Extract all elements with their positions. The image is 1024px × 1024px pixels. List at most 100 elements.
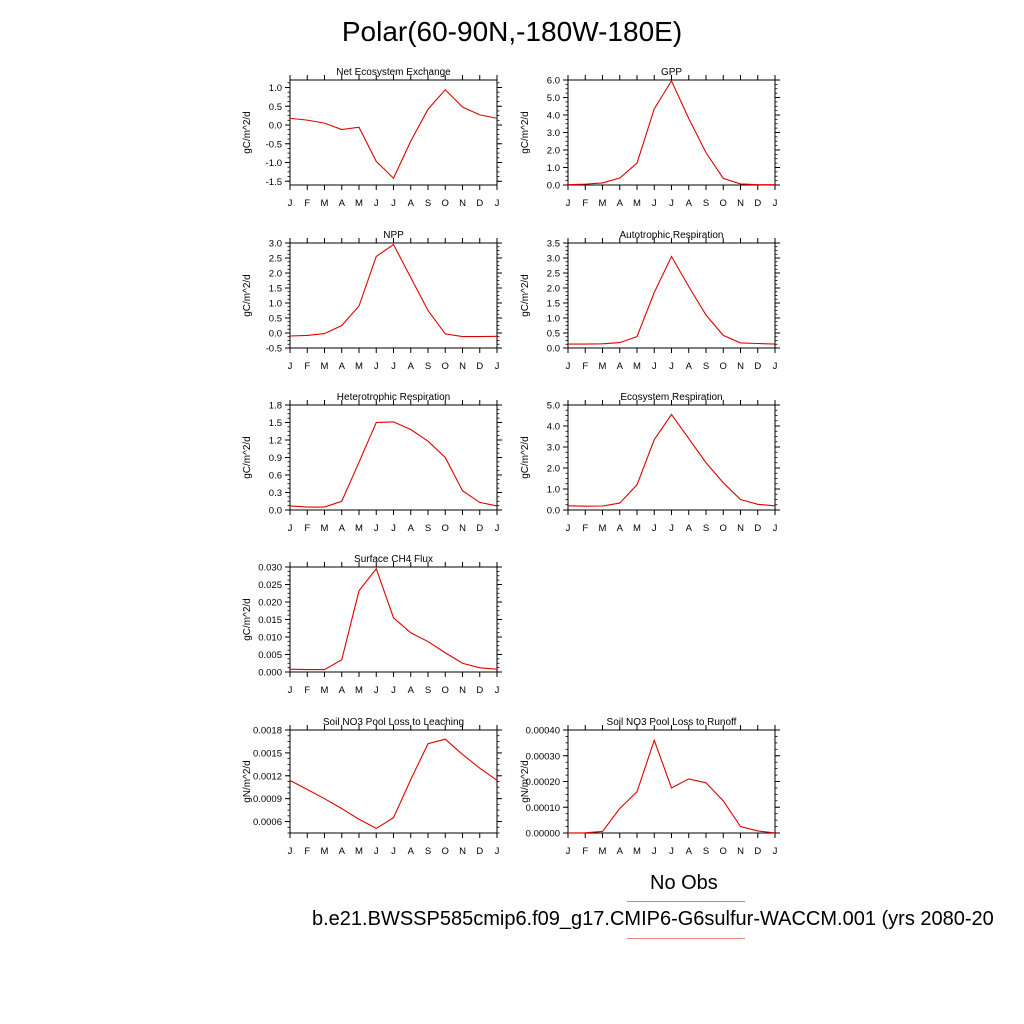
y-tick-label: 0.0012 (253, 771, 282, 782)
plot-frame (289, 566, 498, 673)
panel-6: Surface CH4 Flux gC/m^2/d 0.030 0.025 0.020 0… (242, 554, 502, 696)
x-tick-label: M (355, 846, 363, 857)
x-tick-label: O (720, 198, 727, 209)
y-tick-label: -1.5 (266, 177, 282, 188)
plot-frame (289, 404, 498, 511)
x-tick-label: J (566, 361, 571, 372)
x-tick-label: N (459, 846, 466, 857)
plot-frame (567, 729, 776, 834)
y-tick-label: 1.0 (547, 485, 560, 496)
y-axis-label: gC/m^2/d (242, 274, 253, 317)
panel-7: Soil NO3 Pool Loss to LeachinggN/m^2/d0.… (242, 717, 502, 857)
x-tick-label: J (773, 846, 778, 857)
x-tick-label: M (633, 846, 641, 857)
x-tick-label: A (339, 361, 346, 372)
y-tick-label: 3.0 (547, 128, 560, 139)
x-tick-label: D (754, 523, 761, 534)
y-tick-label: 0.030 (258, 563, 282, 574)
x-tick-label: A (339, 198, 346, 209)
x-tick-label: N (737, 846, 744, 857)
y-tick-label: 0.00010 (526, 803, 560, 814)
x-tick-label: F (304, 198, 310, 209)
plot-frame (289, 242, 498, 349)
x-tick-label: J (495, 685, 500, 696)
panel-title: Ecosystem Respiration (620, 392, 722, 403)
x-tick-label: J (566, 523, 571, 534)
y-tick-label: 1.0 (269, 83, 282, 94)
x-tick-label: A (408, 361, 415, 372)
panel-title: Autotrophic Respiration (620, 230, 724, 241)
y-axis-label: gC/m^2/d (242, 111, 253, 154)
x-tick-label: A (339, 685, 346, 696)
y-tick-label: 0.5 (269, 102, 282, 113)
y-tick-label: 0.020 (258, 598, 282, 609)
x-tick-label: J (374, 198, 379, 209)
plot-frame (567, 242, 776, 349)
y-tick-label: 2.0 (547, 284, 560, 295)
plot-frame (567, 79, 776, 186)
x-tick-label: N (737, 361, 744, 372)
x-tick-label: J (288, 685, 293, 696)
series-line (567, 738, 776, 834)
y-tick-label: 0.0 (269, 121, 282, 132)
x-tick-label: J (652, 361, 657, 372)
series-line (289, 421, 498, 508)
x-tick-label: D (754, 846, 761, 857)
x-tick-label: S (703, 361, 709, 372)
y-tick-label: 1.5 (269, 284, 282, 295)
x-tick-label: D (476, 846, 483, 857)
x-tick-label: J (652, 523, 657, 534)
y-tick-label: 1.5 (547, 299, 560, 310)
x-tick-label: J (288, 523, 293, 534)
x-tick-label: J (652, 846, 657, 857)
y-tick-label: 1.2 (269, 436, 282, 447)
y-axis-label: gN/m^2/d (242, 760, 253, 803)
y-tick-label: 0.5 (269, 314, 282, 325)
x-tick-label: N (459, 361, 466, 372)
y-tick-label: 0.9 (269, 453, 282, 464)
y-tick-label: 1.0 (547, 314, 560, 325)
y-tick-label: 2.5 (547, 269, 560, 280)
series-line (289, 567, 498, 671)
y-tick-label: 5.0 (547, 401, 560, 412)
y-axis-label: gC/m^2/d (520, 436, 531, 479)
y-tick-label: 0.0015 (253, 748, 282, 759)
y-tick-label: 0.00000 (526, 829, 560, 840)
panel-3: Autotrophic Respiration gC/m^2/d 3.5 3.0 2.5… (520, 230, 780, 372)
y-tick-label: 3.5 (547, 239, 560, 250)
y-tick-label: 1.5 (269, 418, 282, 429)
x-tick-label: D (476, 685, 483, 696)
x-tick-label: J (391, 846, 396, 857)
x-tick-label: F (304, 361, 310, 372)
y-tick-label: -1.0 (266, 158, 282, 169)
panel-title: GPP (661, 67, 682, 78)
y-tick-label: 0.0018 (253, 726, 282, 737)
x-tick-label: D (754, 198, 761, 209)
x-tick-label: O (442, 846, 449, 857)
x-tick-label: J (652, 198, 657, 209)
y-tick-label: 0.015 (258, 615, 282, 626)
y-axis-label: gN/m^2/d (520, 760, 531, 803)
x-tick-label: F (582, 361, 588, 372)
x-tick-label: A (617, 846, 624, 857)
x-tick-label: A (617, 361, 624, 372)
y-axis-label: gC/m^2/d (520, 274, 531, 317)
x-tick-label: J (374, 846, 379, 857)
x-tick-label: N (737, 523, 744, 534)
x-tick-label: J (391, 523, 396, 534)
x-tick-label: J (669, 846, 674, 857)
x-tick-label: A (339, 846, 346, 857)
x-tick-label: J (566, 198, 571, 209)
x-tick-label: F (304, 685, 310, 696)
panel-8: Soil NO3 Pool Loss to RunoffgN/m^2/d0.00… (520, 717, 780, 857)
series-line (289, 243, 498, 338)
x-tick-label: A (686, 361, 693, 372)
x-tick-label: M (321, 361, 329, 372)
plot-frame (567, 404, 776, 511)
panel-title: NPP (383, 230, 404, 241)
x-tick-label: M (321, 523, 329, 534)
y-tick-label: 2.0 (269, 269, 282, 280)
x-tick-label: M (633, 523, 641, 534)
x-tick-label: M (321, 198, 329, 209)
